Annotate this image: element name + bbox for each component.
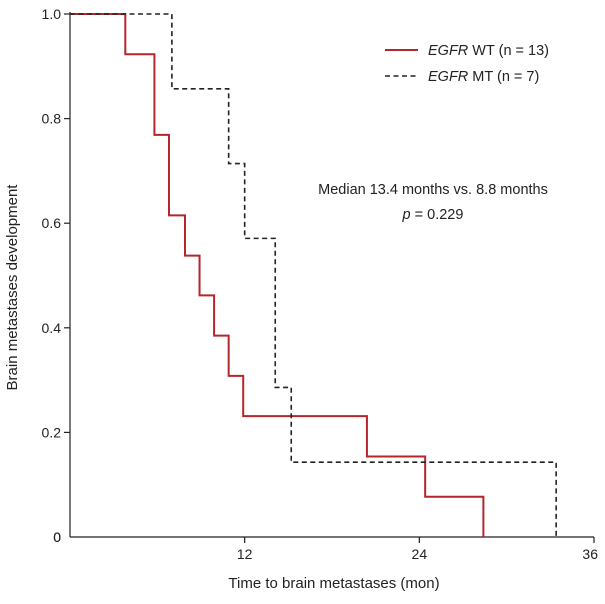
x-ticks: 0 12 24 36	[53, 529, 598, 562]
x-tick-label: 36	[582, 546, 598, 562]
survival-curves	[70, 13, 557, 537]
y-tick-label: 0.6	[42, 215, 62, 231]
legend-label-wt-rest: WT (n = 13)	[468, 43, 549, 59]
x-tick-label: 0	[53, 529, 61, 545]
legend-label-wt: EGFR WT (n = 13)	[428, 43, 549, 59]
x-tick-label: 12	[237, 546, 253, 562]
x-tick-label: 24	[412, 546, 428, 562]
annotation-p-symbol: p	[402, 207, 411, 223]
annotation: Median 13.4 months vs. 8.8 months p = 0.…	[318, 182, 548, 223]
legend-label-mt: EGFR MT (n = 7)	[428, 69, 539, 85]
legend-label-mt-italic: EGFR	[428, 69, 469, 85]
y-axis-label: Brain metastases development	[4, 184, 21, 391]
annotation-p-rest: = 0.229	[411, 207, 464, 223]
series-line-egfr-mt	[70, 13, 557, 537]
y-tick-label: 0.2	[42, 424, 62, 440]
y-tick-label: 0.8	[42, 111, 62, 127]
axes	[69, 12, 594, 538]
y-tick-label: 0.4	[42, 320, 62, 336]
legend: EGFR WT (n = 13) EGFR MT (n = 7)	[385, 43, 549, 85]
annotation-pvalue: p = 0.229	[402, 207, 464, 223]
y-tick-label: 1.0	[42, 6, 62, 22]
legend-label-mt-rest: MT (n = 7)	[468, 69, 539, 85]
annotation-median: Median 13.4 months vs. 8.8 months	[318, 182, 548, 198]
x-axis-label: Time to brain metastases (mon)	[228, 575, 439, 592]
y-tick-label: 0	[53, 529, 61, 545]
legend-label-wt-italic: EGFR	[428, 43, 469, 59]
y-ticks: 0 0.2 0.4 0.6 0.8 1.0	[42, 6, 70, 545]
series-line-egfr-wt	[70, 13, 485, 537]
